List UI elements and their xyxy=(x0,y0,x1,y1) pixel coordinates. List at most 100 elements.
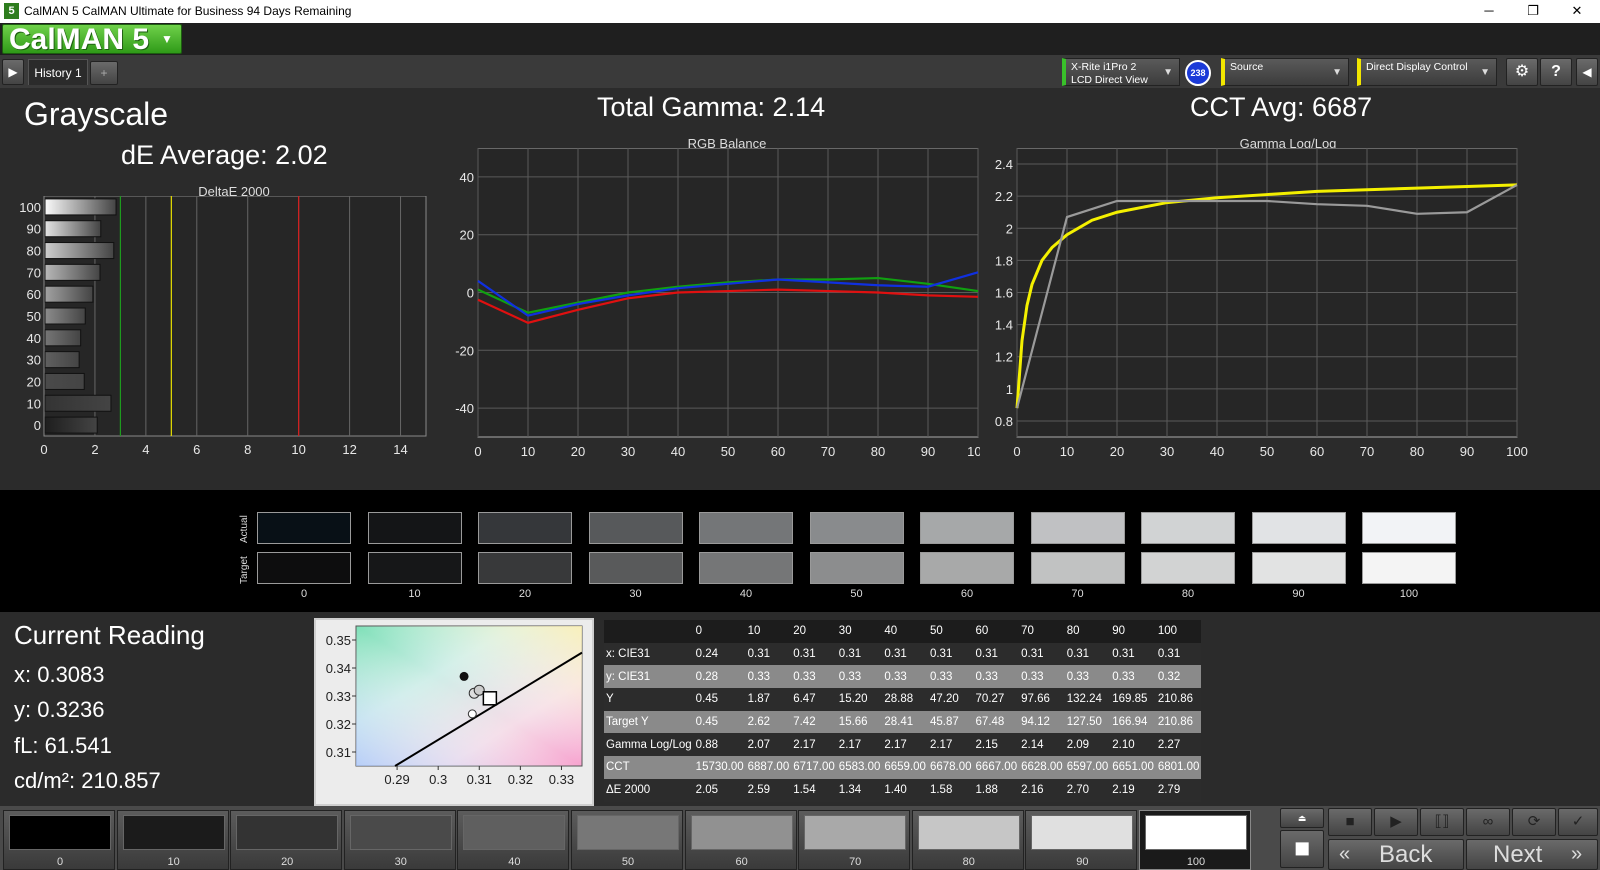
measure-icon[interactable]: ⟦⟧ xyxy=(1420,808,1464,836)
x-tick-label: 30 xyxy=(1160,444,1174,459)
patch-button[interactable]: 70 xyxy=(798,810,911,870)
y-tick-label: -20 xyxy=(455,343,474,358)
patch-label: 100 xyxy=(1186,856,1206,868)
checkmark-icon[interactable]: ✓ xyxy=(1558,808,1598,836)
table-cell: 2.62 xyxy=(745,710,792,734)
patch-label: 10 xyxy=(167,856,180,868)
tab-history-1[interactable]: History 1 xyxy=(28,59,88,85)
bar xyxy=(44,307,86,325)
x-tick-label: 80 xyxy=(1410,444,1424,459)
table-cell: 2.70 xyxy=(1064,778,1111,802)
table-cell: 28.41 xyxy=(882,710,928,734)
y-tick-label: 30 xyxy=(27,353,41,368)
bar xyxy=(44,198,117,216)
refresh-icon[interactable]: ⟳ xyxy=(1512,808,1556,836)
swatch-label: 40 xyxy=(739,588,753,600)
cie-chart: 0.29 0.3 0.31 0.32 0.33 0.35 0.34 0.33 0.32 0.31 xyxy=(326,625,583,787)
row-label: x: CIE31 xyxy=(604,642,694,666)
add-tab-button[interactable]: + xyxy=(90,61,118,85)
de-average: dE Average: 2.02 xyxy=(121,140,328,170)
patch-button[interactable]: 0 xyxy=(3,810,115,870)
rgb-balance-title: RGB Balance xyxy=(687,136,767,151)
y-tick-label: 0.8 xyxy=(995,414,1013,429)
y-tick-label: 1.2 xyxy=(995,350,1013,365)
meter-selector[interactable]: X-Rite i1Pro 2 LCD Direct View ▼ xyxy=(1062,58,1180,86)
settings-gear-icon[interactable]: ⚙ xyxy=(1506,58,1538,86)
actual-swatch xyxy=(478,512,572,544)
eject-icon[interactable]: ⏏ xyxy=(1280,808,1324,828)
stop-square-icon[interactable]: ◼ xyxy=(1280,830,1324,868)
row-label: Gamma Log/Log xyxy=(604,733,694,757)
table-cell: 1.87 xyxy=(745,688,792,711)
blackbody-curve xyxy=(394,651,583,767)
patch-button[interactable]: 60 xyxy=(684,810,797,870)
x-tick-label: 8 xyxy=(244,442,251,457)
y-tick-label: 20 xyxy=(27,374,41,389)
source-selector[interactable]: Source ▼ xyxy=(1221,58,1349,86)
next-button[interactable]: Next » xyxy=(1466,839,1598,870)
patch-button[interactable]: 100 xyxy=(1139,810,1251,870)
patch-button[interactable]: 90 xyxy=(1025,810,1138,870)
y-tick-label: 100 xyxy=(19,200,41,215)
patch-button[interactable]: 10 xyxy=(116,810,229,870)
patch-button[interactable]: 20 xyxy=(230,810,343,870)
patch-button[interactable]: 80 xyxy=(911,810,1024,870)
column-header: 30 xyxy=(836,620,883,643)
patch-button[interactable]: 40 xyxy=(457,810,570,870)
patch-strip: 0 10 20 30 40 50 60 70 80 90 100 xyxy=(0,806,1280,870)
patch-color xyxy=(9,815,111,850)
x-tick-label: 10 xyxy=(1060,444,1074,459)
series-line xyxy=(1015,183,1518,409)
target-swatch xyxy=(478,552,572,584)
x-tick-label: 100 xyxy=(967,444,980,459)
y-tick-label: -40 xyxy=(455,401,474,416)
gamma-chart: 0 10 20 30 40 50 60 70 80 90 100 2.4 2.2 2 1.8 1.6 1.4 1.… xyxy=(995,148,1528,459)
bar xyxy=(44,351,80,369)
column-header: 50 xyxy=(927,620,974,643)
back-button[interactable]: « Back xyxy=(1328,839,1464,870)
actual-swatch xyxy=(1362,512,1456,544)
table-cell: 0.45 xyxy=(693,710,746,734)
table-cell: 0.33 xyxy=(1064,665,1111,689)
app-icon: 5 xyxy=(4,3,19,19)
patch-color xyxy=(917,815,1020,850)
close-button[interactable]: ✕ xyxy=(1571,3,1583,18)
table-cell: 0.31 xyxy=(836,642,883,666)
display-selector[interactable]: Direct Display Control ▼ xyxy=(1357,58,1497,86)
play-icon[interactable]: ▶ xyxy=(1374,808,1418,836)
target-swatch xyxy=(699,552,793,584)
x-tick-label: 0 xyxy=(474,444,481,459)
table-cell: 67.48 xyxy=(973,710,1020,734)
patch-button[interactable]: 50 xyxy=(571,810,683,870)
table-cell: 6651.00 xyxy=(1110,756,1156,779)
minimize-button[interactable]: ─ xyxy=(1484,3,1494,18)
meter-status-badge[interactable]: 238 xyxy=(1185,60,1211,86)
maximize-button[interactable]: ❐ xyxy=(1527,3,1539,18)
column-header: 10 xyxy=(745,620,792,643)
series-line xyxy=(477,276,979,314)
help-icon[interactable]: ? xyxy=(1540,58,1572,86)
x-tick-label: 40 xyxy=(1210,444,1224,459)
play-icon[interactable]: ▶ xyxy=(2,59,24,85)
patch-label: 70 xyxy=(849,856,862,868)
table-cell: 0.24 xyxy=(693,642,746,666)
patch-label: 20 xyxy=(281,856,294,868)
stop-icon[interactable]: ■ xyxy=(1328,808,1372,836)
continuous-icon[interactable]: ∞ xyxy=(1466,808,1510,836)
y-tick-label: 1.6 xyxy=(995,286,1013,301)
collapse-left-icon[interactable]: ◀ xyxy=(1576,58,1598,86)
calman-logo-menu[interactable]: CalMAN 5 ▼ xyxy=(2,23,182,56)
reading-x: x: 0.3083 xyxy=(14,662,105,687)
column-header xyxy=(604,620,694,643)
y-tick-label: 80 xyxy=(27,244,41,259)
target-swatch xyxy=(257,552,351,584)
patch-button[interactable]: 30 xyxy=(343,810,456,870)
measured-point xyxy=(473,684,485,696)
x-tick-label: 10 xyxy=(291,442,305,457)
y-tick-label: 70 xyxy=(27,265,41,280)
table-cell: 0.33 xyxy=(836,665,883,689)
x-tick-label: 2 xyxy=(91,442,98,457)
table-cell: 15.66 xyxy=(836,710,883,734)
bar xyxy=(44,285,94,303)
